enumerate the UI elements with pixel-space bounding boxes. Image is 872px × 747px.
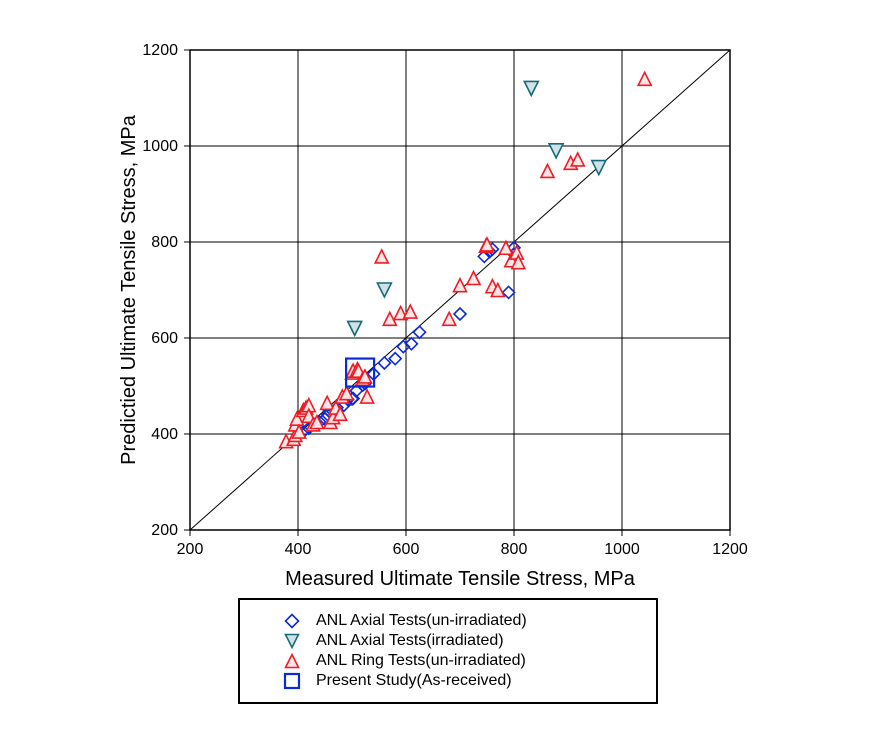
svg-text:600: 600 — [393, 541, 420, 558]
legend-box: ANL Axial Tests(un-irradiated) ANL Axial … — [238, 598, 658, 704]
svg-text:400: 400 — [151, 426, 178, 443]
legend-item-anl_axial_unirr: ANL Axial Tests(un-irradiated) — [280, 612, 616, 630]
legend-marker-icon — [280, 612, 304, 630]
legend-label: ANL Axial Tests(un-irradiated) — [316, 612, 527, 630]
svg-text:200: 200 — [151, 522, 178, 539]
svg-text:600: 600 — [151, 330, 178, 347]
svg-text:1000: 1000 — [604, 541, 640, 558]
legend-item-present_study: Present Study(As-received) — [280, 672, 616, 690]
y-axis-label: Predictied Ultimate Tensile Stress, MPa — [118, 114, 140, 465]
svg-text:400: 400 — [285, 541, 312, 558]
svg-text:1000: 1000 — [142, 138, 178, 155]
legend-label: ANL Ring Tests(un-irradiated) — [316, 652, 526, 670]
svg-text:800: 800 — [151, 234, 178, 251]
svg-text:1200: 1200 — [142, 42, 178, 59]
x-axis-label: Measured Ultimate Tensile Stress, MPa — [285, 568, 636, 590]
legend-label: Present Study(As-received) — [316, 672, 512, 690]
page-root: 200 400 600 800 1000 1200 200 400 600 800 1000 1200… — [0, 0, 872, 747]
legend-marker-icon — [280, 652, 304, 670]
legend-marker-icon — [280, 672, 304, 690]
scatter-chart: 200 400 600 800 1000 1200 200 400 600 800 1000 1200… — [110, 30, 750, 600]
legend-item-anl_ring_unirr: ANL Ring Tests(un-irradiated) — [280, 652, 616, 670]
svg-text:1200: 1200 — [712, 541, 748, 558]
legend-marker-icon — [280, 632, 304, 650]
legend-item-anl_axial_irr: ANL Axial Tests(irradiated) — [280, 632, 616, 650]
svg-text:200: 200 — [177, 541, 204, 558]
svg-text:800: 800 — [501, 541, 528, 558]
chart-container: 200 400 600 800 1000 1200 200 400 600 800 1000 1200… — [110, 30, 750, 605]
legend-label: ANL Axial Tests(irradiated) — [316, 632, 504, 650]
